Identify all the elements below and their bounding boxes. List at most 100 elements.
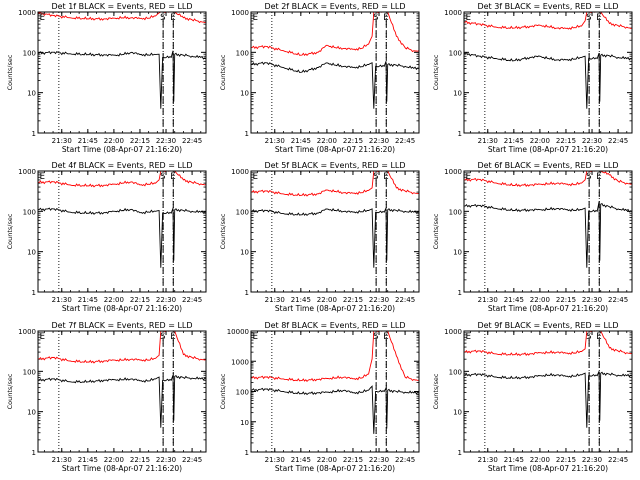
x-tick-label: 22:45 xyxy=(182,456,202,464)
y-tick-label: 1 xyxy=(245,449,249,457)
y-tick-label: 100 xyxy=(449,208,462,216)
plot-frame xyxy=(250,11,420,134)
detector-panel: Det 6f BLACK = Events, RED = LLD Counts/s… xyxy=(432,161,633,313)
marker-label: S xyxy=(373,332,378,342)
x-tick-label: 21:45 xyxy=(504,456,524,464)
x-tick-label: 21:45 xyxy=(78,296,98,304)
x-tick-label: 22:00 xyxy=(530,296,550,304)
y-tick-label: 1 xyxy=(458,130,462,138)
marker-label: E xyxy=(253,13,258,23)
y-tick-label: 10000 xyxy=(227,328,249,336)
marker-label: S xyxy=(586,332,591,342)
x-tick-label: 22:00 xyxy=(530,456,550,464)
x-tick-label: 22:15 xyxy=(343,456,363,464)
y-axis-label: Counts/sec xyxy=(219,373,227,409)
y-tick-label: 1000 xyxy=(18,9,36,17)
events-series-line xyxy=(38,50,206,109)
x-tick-label: 21:30 xyxy=(478,456,498,464)
x-tick-label: 22:15 xyxy=(556,456,576,464)
y-tick-label: 10 xyxy=(27,90,36,98)
x-tick-label: 22:15 xyxy=(343,137,363,145)
y-tick-label: 10 xyxy=(453,409,462,417)
marker-label: E xyxy=(596,332,601,342)
y-tick-label: 1000 xyxy=(18,168,36,176)
x-tick-label: 22:30 xyxy=(582,456,602,464)
plot-frame xyxy=(37,11,207,134)
y-tick-label: 1 xyxy=(32,289,36,297)
y-axis-label: Counts/sec xyxy=(6,373,14,409)
marker-label: E xyxy=(40,13,45,23)
x-tick-label: 22:15 xyxy=(130,456,150,464)
x-axis-label: Start Time (08-Apr-07 21:16:20) xyxy=(275,304,395,313)
x-axis-label: Start Time (08-Apr-07 21:16:20) xyxy=(488,304,608,313)
x-tick-label: 21:45 xyxy=(504,296,524,304)
y-tick-label: 10 xyxy=(27,249,36,257)
x-tick-label: 22:45 xyxy=(395,296,415,304)
x-axis-label: Start Time (08-Apr-07 21:16:20) xyxy=(275,464,395,473)
lld-series-line xyxy=(38,12,206,24)
x-tick-label: 22:15 xyxy=(130,137,150,145)
marker-label: S xyxy=(373,13,378,23)
plot-frame xyxy=(250,330,420,453)
x-axis-label: Start Time (08-Apr-07 21:16:20) xyxy=(488,464,608,473)
lld-series-line xyxy=(464,12,632,30)
x-tick-label: 21:45 xyxy=(78,456,98,464)
x-tick-label: 22:30 xyxy=(369,296,389,304)
marker-label: S xyxy=(160,13,165,23)
detector-panel: Det 1f BLACK = Events, RED = LLD Counts/s… xyxy=(6,2,207,154)
events-series-line xyxy=(251,207,419,268)
y-tick-label: 10 xyxy=(27,409,36,417)
panel-title: Det 8f BLACK = Events, RED = LLD xyxy=(264,321,405,330)
marker-label: E xyxy=(466,172,471,182)
y-tick-label: 10 xyxy=(453,90,462,98)
marker-label: E xyxy=(40,172,45,182)
lld-series-line xyxy=(464,331,632,357)
x-tick-label: 21:30 xyxy=(265,137,285,145)
x-tick-label: 22:30 xyxy=(156,296,176,304)
x-axis-label: Start Time (08-Apr-07 21:16:20) xyxy=(488,145,608,154)
marker-label: E xyxy=(383,13,388,23)
panel-title: Det 9f BLACK = Events, RED = LLD xyxy=(477,321,618,330)
marker-label: E xyxy=(40,332,45,342)
panel-title: Det 4f BLACK = Events, RED = LLD xyxy=(51,161,192,170)
x-tick-label: 22:30 xyxy=(582,296,602,304)
y-axis-label: Counts/sec xyxy=(219,213,227,249)
x-tick-label: 21:30 xyxy=(478,137,498,145)
x-tick-label: 22:15 xyxy=(556,296,576,304)
panel-title: Det 5f BLACK = Events, RED = LLD xyxy=(264,161,405,170)
y-axis-label: Counts/sec xyxy=(432,213,440,249)
panel-title: Det 3f BLACK = Events, RED = LLD xyxy=(477,2,618,11)
marker-label: E xyxy=(253,172,258,182)
y-tick-label: 1000 xyxy=(444,9,462,17)
marker-label: S xyxy=(586,172,591,182)
x-axis-label: Start Time (08-Apr-07 21:16:20) xyxy=(62,464,182,473)
marker-label: S xyxy=(160,332,165,342)
detector-panel: Det 8f BLACK = Events, RED = LLD Counts/s… xyxy=(219,321,420,473)
marker-label: E xyxy=(466,13,471,23)
y-tick-label: 100 xyxy=(236,49,249,57)
y-tick-label: 1 xyxy=(32,449,36,457)
lld-series-line xyxy=(38,331,206,364)
x-tick-label: 22:00 xyxy=(104,456,124,464)
x-tick-label: 21:30 xyxy=(478,296,498,304)
marker-label: E xyxy=(253,332,258,342)
plot-frame xyxy=(463,170,633,293)
x-tick-label: 21:30 xyxy=(52,296,72,304)
events-series-line xyxy=(251,61,419,109)
x-tick-label: 22:30 xyxy=(156,456,176,464)
y-tick-label: 100 xyxy=(23,49,36,57)
y-tick-label: 1000 xyxy=(231,358,249,366)
y-axis-label: Counts/sec xyxy=(432,54,440,90)
detector-panel: Det 7f BLACK = Events, RED = LLD Counts/s… xyxy=(6,321,207,473)
y-tick-label: 100 xyxy=(449,49,462,57)
x-tick-label: 22:45 xyxy=(608,456,628,464)
marker-label: E xyxy=(170,172,175,182)
events-series-line xyxy=(464,201,632,268)
y-tick-label: 10 xyxy=(240,249,249,257)
x-tick-label: 22:00 xyxy=(104,137,124,145)
y-axis-label: Counts/sec xyxy=(6,213,14,249)
y-tick-label: 1000 xyxy=(444,328,462,336)
x-tick-label: 21:30 xyxy=(52,137,72,145)
detector-panel: Det 9f BLACK = Events, RED = LLD Counts/s… xyxy=(432,321,633,473)
